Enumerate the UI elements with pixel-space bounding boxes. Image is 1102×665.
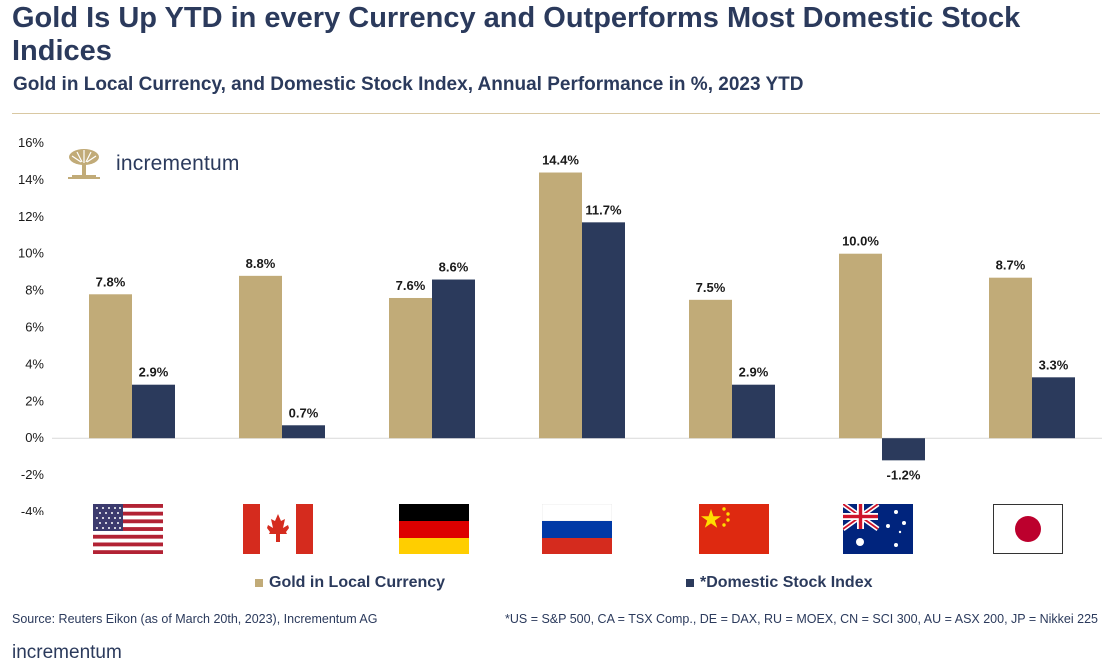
australia-flag-icon xyxy=(843,504,913,554)
japan-flag-icon xyxy=(993,504,1063,554)
footer-brand: incrementum xyxy=(12,642,122,663)
china-flag-icon xyxy=(699,504,769,554)
index-value-label-ca: 0.7% xyxy=(289,405,319,420)
gold-value-label-jp: 8.7% xyxy=(996,258,1026,273)
brand-logo: incrementum xyxy=(66,147,240,181)
y-tick-label: 2% xyxy=(25,393,44,408)
y-tick-label: 14% xyxy=(18,172,44,187)
gold-value-label-cn: 7.5% xyxy=(696,280,726,295)
y-tick-label: 0% xyxy=(25,430,44,445)
index-value-label-au: -1.2% xyxy=(887,467,921,482)
source-note: Source: Reuters Eikon (as of March 20th,… xyxy=(12,612,378,626)
y-tick-label: 8% xyxy=(25,283,44,298)
legend-swatch-gold xyxy=(255,579,263,587)
index-value-label-de: 8.6% xyxy=(439,260,469,275)
bar-chart: -4% -2% 0% 2% 4% 6% 8% 10% 12% 14% 16% 7.8% 2.9% 8.8%… xyxy=(18,135,1102,515)
brand-name: incrementum xyxy=(116,152,240,175)
gold-bar-de xyxy=(389,297,432,439)
tree-logo-icon xyxy=(66,147,102,181)
legend-item-gold: Gold in Local Currency xyxy=(255,574,445,592)
index-footnote: *US = S&P 500, CA = TSX Comp., DE = DAX,… xyxy=(505,612,1098,626)
header-divider xyxy=(12,113,1100,114)
gold-bar-cn xyxy=(689,299,732,439)
index-value-label-us: 2.9% xyxy=(139,365,169,380)
y-tick-label: -4% xyxy=(21,504,45,515)
index-value-label-ru: 11.7% xyxy=(585,202,622,217)
gold-value-label-us: 7.8% xyxy=(96,274,126,289)
gold-bar-ru xyxy=(539,172,582,439)
index-bar-au xyxy=(882,438,925,461)
chart-subtitle: Gold in Local Currency, and Domestic Sto… xyxy=(13,74,804,95)
index-bar-ru xyxy=(582,222,625,439)
gold-bar-jp xyxy=(989,277,1032,439)
index-bar-cn xyxy=(732,384,775,439)
gold-bar-au xyxy=(839,253,882,439)
y-tick-label: 6% xyxy=(25,320,44,335)
index-bar-de xyxy=(432,279,475,439)
legend-item-stock-index: *Domestic Stock Index xyxy=(686,574,873,592)
index-bar-ca xyxy=(282,425,325,439)
y-tick-label: 12% xyxy=(18,209,44,224)
y-tick-label: 16% xyxy=(18,135,44,150)
index-value-label-cn: 2.9% xyxy=(739,365,769,380)
legend-label-stock-index: *Domestic Stock Index xyxy=(700,574,873,591)
y-tick-label: 4% xyxy=(25,356,44,371)
us-flag-icon xyxy=(93,504,163,554)
index-value-label-jp: 3.3% xyxy=(1039,357,1069,372)
gold-value-label-au: 10.0% xyxy=(842,234,879,249)
page-title: Gold Is Up YTD in every Currency and Out… xyxy=(12,2,1021,67)
gold-bar-us xyxy=(89,294,132,439)
y-tick-label: 10% xyxy=(18,246,44,261)
gold-value-label-ca: 8.8% xyxy=(246,256,276,271)
index-bar-jp xyxy=(1032,377,1075,439)
canada-flag-icon xyxy=(243,504,313,554)
russia-flag-icon xyxy=(542,504,612,554)
germany-flag-icon xyxy=(399,504,469,554)
y-tick-label: -2% xyxy=(21,467,45,482)
index-bar-us xyxy=(132,384,175,439)
gold-value-label-ru: 14.4% xyxy=(542,153,579,168)
legend-swatch-stock-index xyxy=(686,579,694,587)
legend-label-gold: Gold in Local Currency xyxy=(269,574,446,591)
gold-bar-ca xyxy=(239,275,282,439)
gold-value-label-de: 7.6% xyxy=(396,278,426,293)
